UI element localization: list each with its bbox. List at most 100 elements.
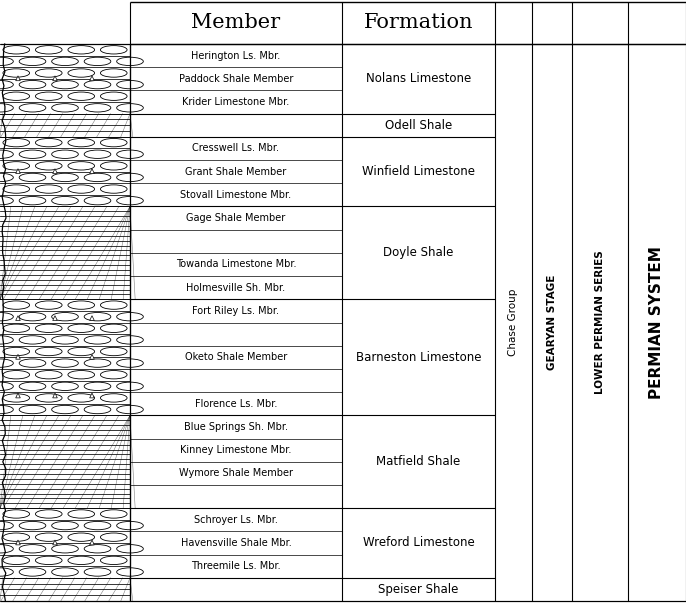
Ellipse shape (36, 162, 62, 170)
Text: Nolans Limestone: Nolans Limestone (366, 72, 471, 85)
Ellipse shape (3, 162, 29, 170)
Ellipse shape (36, 533, 62, 541)
Ellipse shape (100, 139, 127, 147)
Ellipse shape (3, 185, 29, 193)
Ellipse shape (68, 301, 95, 309)
Polygon shape (90, 76, 94, 81)
Ellipse shape (3, 556, 29, 564)
Ellipse shape (84, 522, 111, 530)
Ellipse shape (117, 173, 143, 182)
Text: LOWER PERMIAN SERIES: LOWER PERMIAN SERIES (595, 251, 605, 394)
Polygon shape (53, 316, 58, 321)
Text: Holmesville Sh. Mbr.: Holmesville Sh. Mbr. (187, 283, 285, 292)
Ellipse shape (19, 405, 46, 414)
Ellipse shape (84, 312, 111, 321)
Text: Kinney Limestone Mbr.: Kinney Limestone Mbr. (180, 445, 292, 455)
Ellipse shape (51, 150, 78, 159)
Ellipse shape (84, 197, 111, 205)
Ellipse shape (0, 104, 13, 112)
Bar (0, 206, 130, 299)
Text: Barneston Limestone: Barneston Limestone (356, 351, 482, 364)
Ellipse shape (117, 57, 143, 66)
Text: Odell Shale: Odell Shale (385, 119, 452, 131)
Ellipse shape (51, 382, 78, 391)
Ellipse shape (0, 359, 13, 367)
Ellipse shape (0, 197, 13, 205)
Ellipse shape (100, 162, 127, 170)
Ellipse shape (117, 150, 143, 159)
Text: Schroyer Ls. Mbr.: Schroyer Ls. Mbr. (194, 515, 278, 525)
Polygon shape (16, 393, 21, 398)
Ellipse shape (19, 173, 46, 182)
Ellipse shape (68, 69, 95, 77)
Ellipse shape (84, 545, 111, 553)
Ellipse shape (100, 510, 127, 518)
Bar (0, 508, 130, 578)
Text: Stovall Limestone Mbr.: Stovall Limestone Mbr. (180, 190, 292, 200)
Ellipse shape (3, 533, 29, 541)
Ellipse shape (117, 197, 143, 205)
Ellipse shape (19, 312, 46, 321)
Ellipse shape (68, 556, 95, 564)
Polygon shape (53, 540, 58, 545)
Ellipse shape (36, 185, 62, 193)
Text: Wymore Shale Member: Wymore Shale Member (179, 469, 293, 478)
Text: Matfield Shale: Matfield Shale (377, 455, 460, 469)
Ellipse shape (100, 46, 127, 54)
Ellipse shape (3, 324, 29, 332)
Ellipse shape (3, 301, 29, 309)
Ellipse shape (19, 197, 46, 205)
Ellipse shape (84, 359, 111, 367)
Ellipse shape (68, 162, 95, 170)
Ellipse shape (0, 568, 13, 576)
Ellipse shape (68, 394, 95, 402)
Ellipse shape (68, 347, 95, 356)
Ellipse shape (51, 104, 78, 112)
Ellipse shape (84, 568, 111, 576)
Ellipse shape (84, 405, 111, 414)
Ellipse shape (0, 312, 13, 321)
Ellipse shape (68, 139, 95, 147)
Ellipse shape (0, 336, 13, 344)
Polygon shape (16, 355, 21, 359)
Ellipse shape (117, 405, 143, 414)
Ellipse shape (36, 301, 62, 309)
Ellipse shape (68, 510, 95, 518)
Ellipse shape (3, 92, 29, 100)
Ellipse shape (100, 92, 127, 100)
Ellipse shape (51, 568, 78, 576)
Polygon shape (16, 316, 21, 321)
Ellipse shape (117, 382, 143, 391)
Ellipse shape (100, 324, 127, 332)
Polygon shape (90, 316, 94, 321)
Text: Fort Riley Ls. Mbr.: Fort Riley Ls. Mbr. (193, 306, 279, 316)
Ellipse shape (19, 382, 46, 391)
Ellipse shape (100, 556, 127, 564)
Ellipse shape (117, 312, 143, 321)
Ellipse shape (19, 568, 46, 576)
Ellipse shape (100, 69, 127, 77)
Text: Speiser Shale: Speiser Shale (378, 583, 459, 596)
Ellipse shape (36, 510, 62, 518)
Polygon shape (90, 355, 94, 359)
Ellipse shape (0, 173, 13, 182)
Ellipse shape (19, 522, 46, 530)
Polygon shape (16, 169, 21, 174)
Ellipse shape (19, 150, 46, 159)
Ellipse shape (68, 92, 95, 100)
Ellipse shape (84, 173, 111, 182)
Ellipse shape (3, 347, 29, 356)
Polygon shape (90, 393, 94, 398)
Ellipse shape (100, 370, 127, 379)
Ellipse shape (19, 80, 46, 89)
Ellipse shape (84, 104, 111, 112)
Ellipse shape (84, 150, 111, 159)
Bar (0, 578, 130, 601)
Ellipse shape (36, 92, 62, 100)
Ellipse shape (0, 545, 13, 553)
Ellipse shape (19, 359, 46, 367)
Ellipse shape (84, 57, 111, 66)
Ellipse shape (51, 545, 78, 553)
Ellipse shape (3, 69, 29, 77)
Ellipse shape (117, 568, 143, 576)
